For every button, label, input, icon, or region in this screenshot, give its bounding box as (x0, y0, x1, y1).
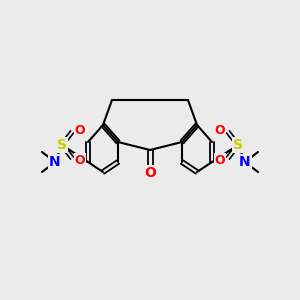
Text: O: O (215, 154, 225, 166)
Text: O: O (144, 166, 156, 180)
Text: O: O (215, 124, 225, 136)
Text: N: N (239, 155, 251, 169)
Text: N: N (49, 155, 61, 169)
Text: S: S (57, 138, 67, 152)
Text: O: O (75, 124, 85, 136)
Text: O: O (75, 154, 85, 166)
Text: S: S (233, 138, 243, 152)
